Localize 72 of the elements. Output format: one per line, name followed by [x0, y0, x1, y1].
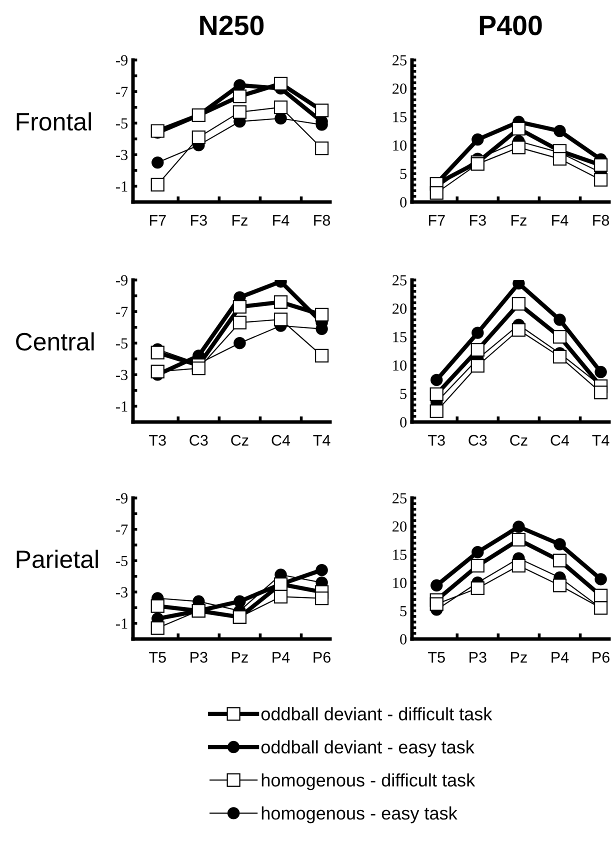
chart-title: P400 [480, 16, 542, 36]
y-tick-label: -1 [116, 618, 128, 629]
y-tick-label: 20 [392, 84, 407, 94]
y-axis-title: Parietal [16, 550, 98, 568]
x-tick-label: T4 [592, 435, 610, 446]
x-tick-label: Pz [511, 652, 527, 663]
y-tick-label: 0 [400, 634, 407, 644]
x-tick-label: F8 [593, 214, 610, 226]
y-tick-label: -1 [116, 401, 128, 412]
x-tick-label: F7 [428, 215, 445, 226]
x-tick-label: C3 [190, 434, 208, 446]
x-tick-label: Fz [511, 215, 526, 226]
y-axis-title: Central [16, 332, 94, 351]
x-tick-label: T3 [149, 434, 166, 446]
y-tick-label: -3 [116, 150, 128, 160]
x-tick-label: P6 [592, 652, 610, 663]
legend-label: oddball deviant - easy task [261, 740, 474, 758]
y-tick-label: 10 [393, 140, 407, 151]
y-tick-label: -7 [116, 306, 128, 317]
x-tick-label: T4 [313, 435, 330, 446]
y-tick-label: -7 [116, 524, 128, 535]
x-tick-label: F8 [314, 214, 330, 226]
y-tick-label: 15 [393, 332, 407, 342]
y-tick-label: -9 [116, 55, 128, 66]
x-tick-label: P4 [272, 652, 290, 663]
x-tick-label: P4 [552, 652, 569, 663]
y-tick-label: -5 [116, 338, 128, 349]
y-tick-label: -9 [116, 275, 128, 286]
y-tick-label: 20 [392, 304, 407, 314]
x-tick-label: C4 [272, 434, 290, 446]
y-tick-label: 15 [393, 550, 407, 560]
y-tick-label: -9 [116, 493, 128, 504]
x-tick-label: F4 [273, 215, 290, 226]
y-tick-label: -3 [116, 587, 128, 598]
x-tick-label: Fz [232, 215, 248, 226]
x-tick-label: T3 [428, 434, 445, 446]
x-tick-label: Pz [232, 652, 248, 663]
y-tick-label: -7 [116, 86, 128, 97]
x-tick-label: C3 [468, 434, 487, 446]
y-tick-label: 15 [393, 112, 407, 122]
y-tick-label: 25 [392, 55, 407, 66]
y-tick-label: 5 [400, 606, 407, 616]
legend-label: oddball deviant - difficult task [261, 707, 492, 720]
y-tick-label: 0 [400, 197, 407, 208]
x-tick-label: F4 [552, 215, 568, 226]
y-tick-label: 25 [392, 275, 407, 286]
chart-title: N250 [200, 16, 264, 36]
y-tick-label: 0 [400, 417, 407, 428]
x-tick-label: T5 [428, 652, 445, 663]
y-tick-label: -5 [116, 556, 128, 566]
x-tick-label: P3 [470, 652, 486, 663]
x-tick-label: C4 [550, 434, 570, 446]
y-tick-label: 25 [392, 493, 407, 504]
y-tick-label: -3 [116, 370, 128, 380]
x-tick-label: F7 [150, 215, 166, 226]
x-tick-label: F3 [191, 214, 207, 226]
x-tick-label: Cz [231, 434, 248, 446]
y-tick-label: 5 [400, 168, 407, 180]
x-tick-label: Cz [510, 434, 528, 446]
x-tick-label: P6 [314, 652, 330, 663]
legend-label: homogenous - easy task [262, 806, 458, 824]
y-axis-title: Frontal [16, 112, 91, 131]
y-tick-label: -1 [116, 181, 128, 192]
legend-label: homogenous - difficult task [262, 773, 476, 790]
x-tick-label: P3 [190, 652, 208, 663]
y-tick-label: 10 [393, 578, 407, 588]
x-tick-label: F3 [470, 214, 486, 226]
x-tick-label: T5 [149, 652, 166, 663]
y-tick-label: 10 [393, 360, 407, 371]
y-tick-label: -5 [116, 118, 128, 129]
y-tick-label: 5 [400, 388, 407, 400]
y-tick-label: 20 [392, 521, 407, 532]
